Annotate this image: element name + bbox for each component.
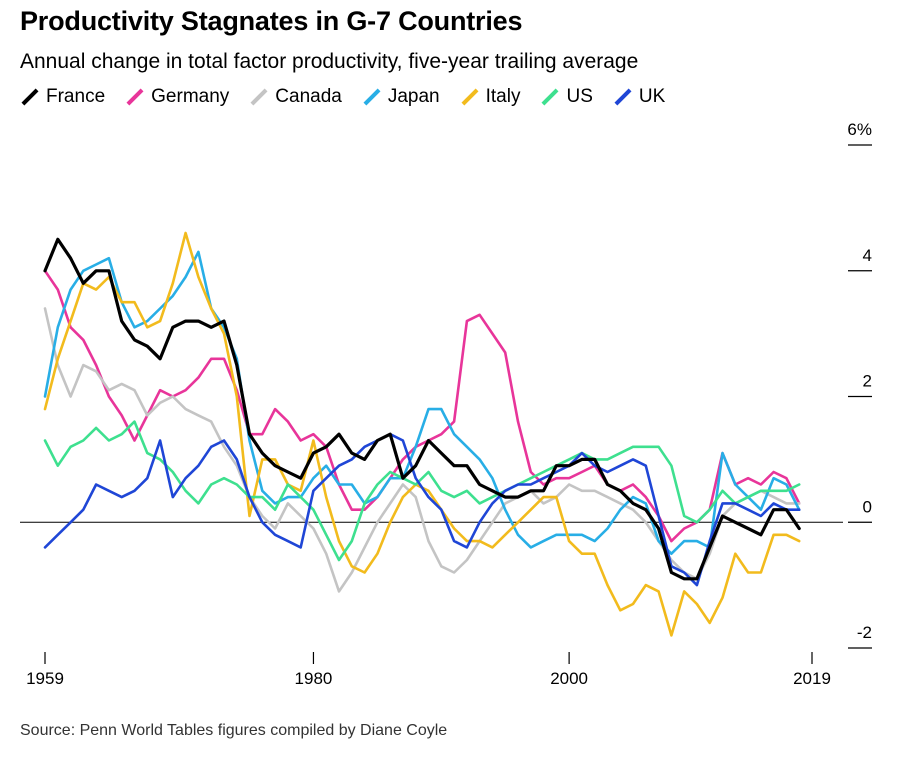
chart-subtitle: Annual change in total factor productivi… — [20, 50, 639, 73]
source-note: Source: Penn World Tables figures compil… — [20, 722, 448, 739]
legend-item-france: France — [20, 86, 105, 108]
legend-label: Japan — [387, 86, 440, 107]
legend-item-canada: Canada — [249, 86, 342, 108]
x-tick-label: 1980 — [295, 669, 333, 688]
legend-label: France — [46, 86, 106, 107]
y-axis: 6% 4 2 0 -2 — [847, 120, 872, 649]
y-tick-label: 6% — [847, 120, 872, 139]
series-line-france — [43, 237, 801, 581]
x-axis: 1959 1980 2000 2019 — [26, 652, 831, 688]
x-tick-label: 2019 — [793, 669, 831, 688]
x-tick-label: 1959 — [26, 669, 64, 688]
y-tick-label: 4 — [863, 246, 872, 265]
chart-legend: France Germany Canada Japan Italy US UK — [20, 86, 685, 108]
series-line-germany — [43, 269, 801, 543]
chart-title: Productivity Stagnates in G-7 Countries — [20, 6, 523, 36]
series-line-uk — [43, 432, 801, 587]
legend-label: Italy — [485, 86, 521, 107]
legend-item-italy: Italy — [460, 86, 521, 108]
legend-label: Canada — [275, 86, 342, 107]
legend-item-japan: Japan — [362, 86, 440, 108]
legend-label: UK — [638, 86, 666, 107]
legend-label: US — [566, 86, 593, 107]
legend-item-uk: UK — [613, 86, 665, 108]
legend-label: Germany — [151, 86, 230, 107]
y-tick-label: -2 — [857, 623, 872, 642]
series-lines — [43, 231, 801, 637]
series-line-us — [43, 420, 801, 562]
legend-item-us: US — [540, 86, 593, 108]
x-tick-label: 2000 — [550, 669, 588, 688]
series-line-canada — [43, 307, 801, 593]
y-tick-label: 0 — [863, 497, 872, 516]
series-line-japan — [43, 250, 801, 555]
y-tick-label: 2 — [863, 372, 872, 391]
legend-item-germany: Germany — [125, 86, 229, 108]
